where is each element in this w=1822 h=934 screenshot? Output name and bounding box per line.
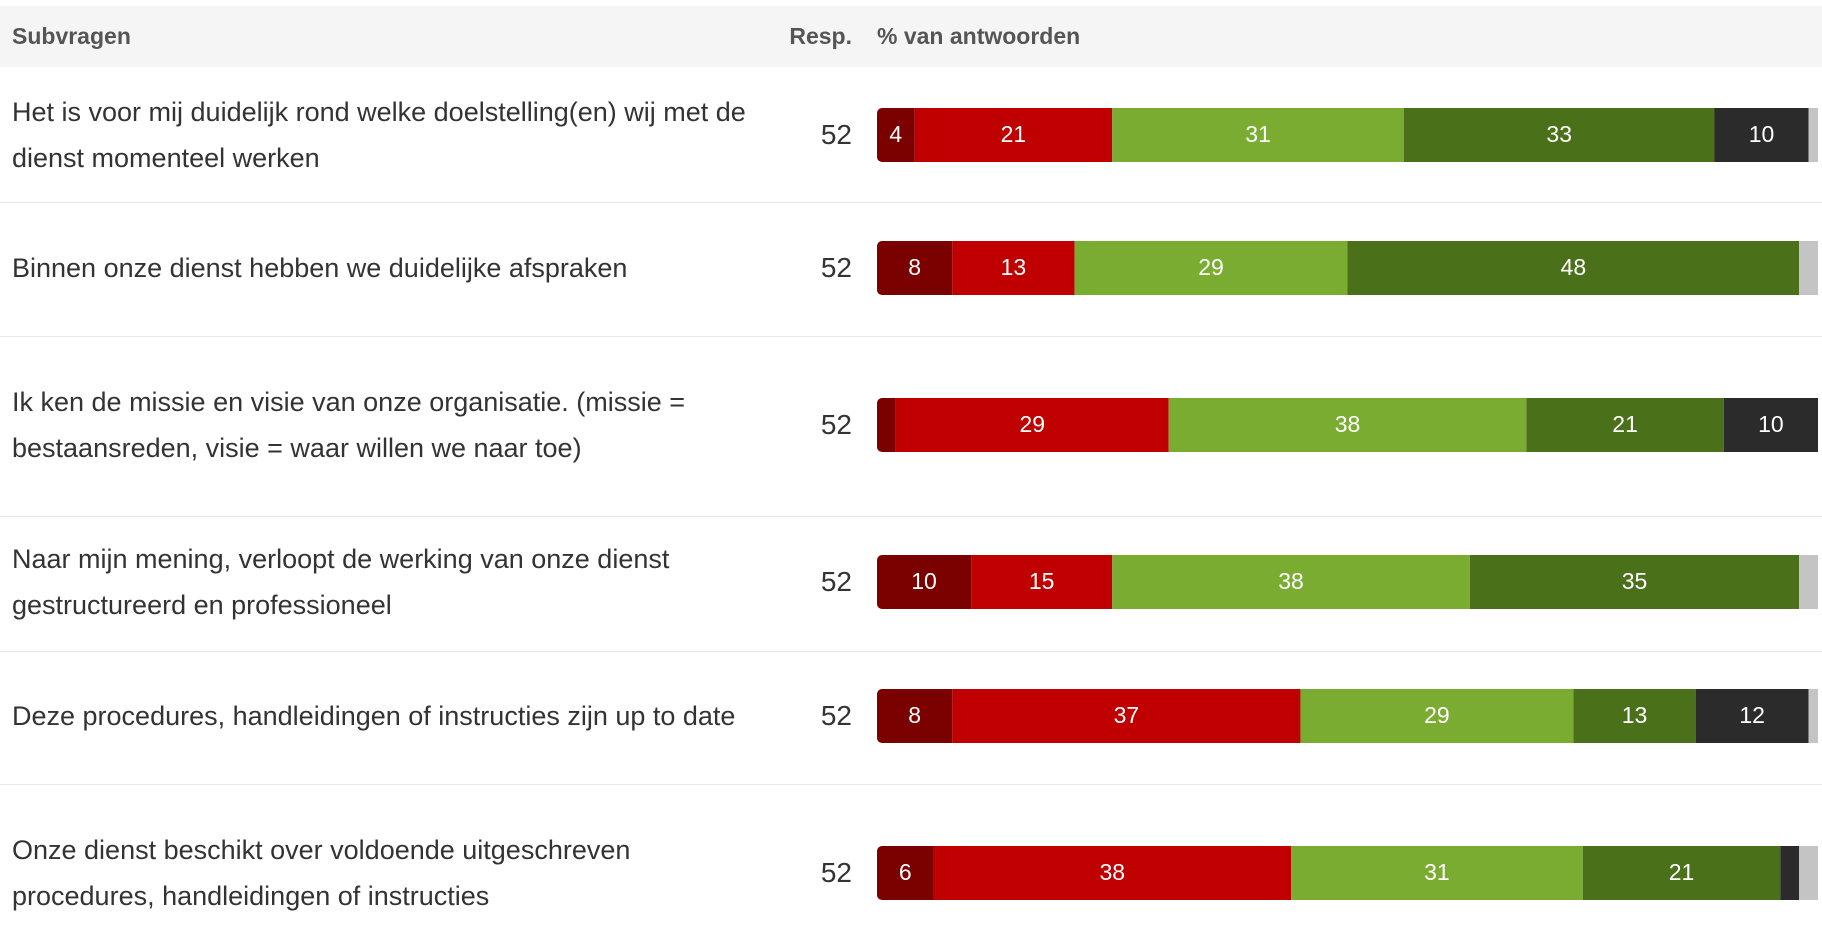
value-label: 10 (1758, 411, 1784, 437)
value-label: 4 (889, 121, 902, 147)
value-label: 15 (1029, 568, 1055, 594)
value-label: 48 (1561, 254, 1587, 280)
response-count: 52 (820, 252, 852, 283)
bar-segment (952, 689, 1301, 743)
bar-segment (933, 846, 1292, 900)
response-count: 52 (820, 119, 852, 150)
bar-segment (1808, 689, 1818, 743)
value-label: 38 (1278, 568, 1304, 594)
value-label: 13 (1622, 702, 1648, 728)
bar-segment (1582, 846, 1781, 900)
bar-segment (1695, 689, 1809, 743)
value-label: 12 (1739, 702, 1765, 728)
bar-segment (1112, 108, 1404, 162)
row-separator (0, 336, 1822, 337)
value-label: 8 (908, 254, 921, 280)
response-count: 52 (820, 566, 852, 597)
bar-segment (877, 398, 896, 452)
bar-segment (1723, 398, 1818, 452)
row-separator (0, 651, 1822, 652)
response-count: 52 (820, 409, 852, 440)
value-label: 21 (1612, 411, 1638, 437)
row-separator (0, 516, 1822, 517)
response-count: 52 (820, 700, 852, 731)
value-label: 35 (1622, 568, 1648, 594)
bar-segment (952, 241, 1075, 295)
bar-segment (877, 846, 934, 900)
value-label: 29 (1424, 702, 1450, 728)
value-label: 8 (908, 702, 921, 728)
response-count: 52 (820, 857, 852, 888)
bar-segment (914, 108, 1113, 162)
bar-segment (1526, 398, 1724, 452)
value-label: 31 (1245, 121, 1271, 147)
value-label: 13 (1001, 254, 1027, 280)
bar-segment (1168, 398, 1527, 452)
question-text: Binnen onze dienst hebben we duidelijke … (12, 253, 628, 283)
value-label: 29 (1019, 411, 1045, 437)
question-text: Naar mijn mening, verloopt de werking va… (12, 544, 670, 620)
header-percent: % van antwoorden (877, 23, 1081, 49)
value-label: 21 (1669, 859, 1695, 885)
bar-segment (1469, 555, 1800, 609)
bar-segment (877, 689, 953, 743)
question-text: Ik ken de missie en visie van onze organ… (12, 387, 686, 463)
value-label: 6 (899, 859, 912, 885)
bar-segment (895, 398, 1169, 452)
question-text: Het is voor mij duidelijk rond welke doe… (12, 97, 746, 173)
header-subvragen: Subvragen (12, 23, 131, 49)
bar-segment (1300, 689, 1574, 743)
row-separator (0, 202, 1822, 203)
bar-segment (1799, 555, 1818, 609)
value-label: 29 (1198, 254, 1224, 280)
bar-segment (1403, 108, 1715, 162)
value-label: 38 (1335, 411, 1361, 437)
bar-segment (1780, 846, 1800, 900)
bar-segment (1799, 241, 1818, 295)
bar-segment (1112, 555, 1470, 609)
bar-segment (1714, 108, 1809, 162)
value-label: 10 (1749, 121, 1775, 147)
bar-segment (1573, 689, 1696, 743)
bar-segment (877, 555, 972, 609)
bar-segment (877, 108, 915, 162)
table-header: Subvragen Resp. % van antwoorden (0, 6, 1822, 67)
bar-segment (877, 241, 953, 295)
value-label: 38 (1099, 859, 1125, 885)
row-separator (0, 784, 1822, 785)
question-text: Deze procedures, handleidingen of instru… (12, 701, 736, 731)
value-label: 31 (1424, 859, 1450, 885)
header-resp: Resp. (789, 23, 852, 49)
value-label: 33 (1546, 121, 1572, 147)
bar-segment (1291, 846, 1583, 900)
value-label: 21 (1001, 121, 1027, 147)
bar-segment (1799, 846, 1818, 900)
question-text: Onze dienst beschikt over voldoende uitg… (12, 835, 631, 911)
bar-segment (1074, 241, 1348, 295)
value-label: 10 (911, 568, 937, 594)
bar-segment (971, 555, 1113, 609)
bar-segment (1347, 241, 1800, 295)
bar-segment (1808, 108, 1818, 162)
value-label: 37 (1114, 702, 1140, 728)
